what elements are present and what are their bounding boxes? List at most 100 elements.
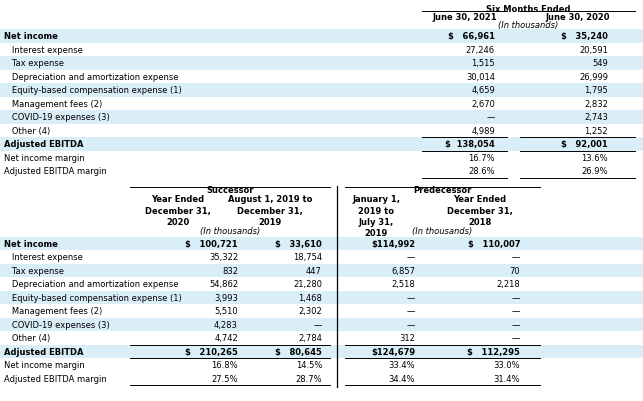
Text: 2,302: 2,302 (298, 306, 322, 316)
Text: 70: 70 (509, 266, 520, 275)
Text: Successor: Successor (206, 186, 254, 195)
Text: 312: 312 (399, 333, 415, 342)
Text: Adjusted EBITDA: Adjusted EBITDA (4, 347, 84, 356)
Bar (0, 138, 643, 151)
Text: 28.6%: 28.6% (468, 167, 495, 176)
Text: 28.7%: 28.7% (295, 374, 322, 383)
Bar (0, 344, 643, 358)
Text: —: — (512, 320, 520, 329)
Text: 35,322: 35,322 (209, 253, 238, 261)
Bar (0, 30, 643, 43)
Text: 1,468: 1,468 (298, 293, 322, 302)
Text: August 1, 2019 to
December 31,
2019: August 1, 2019 to December 31, 2019 (228, 195, 312, 226)
Text: 3,993: 3,993 (214, 293, 238, 302)
Text: $   33,610: $ 33,610 (275, 239, 322, 248)
Text: 30,014: 30,014 (466, 73, 495, 81)
Text: Management fees (2): Management fees (2) (4, 99, 102, 109)
Text: 2,743: 2,743 (584, 113, 608, 122)
Text: $  138,054: $ 138,054 (445, 140, 495, 149)
Text: 1,515: 1,515 (471, 59, 495, 68)
Text: 26,999: 26,999 (579, 73, 608, 81)
Text: —: — (314, 320, 322, 329)
Text: 20,591: 20,591 (579, 46, 608, 55)
Text: —: — (512, 253, 520, 261)
Bar (0, 237, 643, 250)
Text: Net income margin: Net income margin (4, 153, 85, 162)
Text: 14.5%: 14.5% (296, 360, 322, 369)
Text: Equity-based compensation expense (1): Equity-based compensation expense (1) (4, 86, 182, 95)
Text: Equity-based compensation expense (1): Equity-based compensation expense (1) (4, 293, 182, 302)
Text: 31.4%: 31.4% (493, 374, 520, 383)
Text: Year Ended
December 31,
2018: Year Ended December 31, 2018 (447, 195, 513, 226)
Text: $114,992: $114,992 (371, 239, 415, 248)
Text: Six Months Ended: Six Months Ended (486, 5, 571, 14)
Text: 1,252: 1,252 (584, 126, 608, 136)
Text: 33.0%: 33.0% (493, 360, 520, 369)
Text: $   112,295: $ 112,295 (467, 347, 520, 356)
Text: 832: 832 (222, 266, 238, 275)
Text: —: — (512, 306, 520, 316)
Text: June 30, 2020: June 30, 2020 (545, 13, 610, 22)
Text: —: — (406, 320, 415, 329)
Text: 27,246: 27,246 (466, 46, 495, 55)
Text: Net income: Net income (4, 239, 58, 248)
Text: Depreciation and amortization expense: Depreciation and amortization expense (4, 73, 179, 81)
Text: —: — (512, 293, 520, 302)
Bar (0, 84, 643, 97)
Text: —: — (406, 253, 415, 261)
Text: 4,659: 4,659 (471, 86, 495, 95)
Text: 1,795: 1,795 (584, 86, 608, 95)
Text: $   66,961: $ 66,961 (448, 32, 495, 41)
Text: $   210,265: $ 210,265 (185, 347, 238, 356)
Text: Management fees (2): Management fees (2) (4, 306, 102, 316)
Text: (In thousands): (In thousands) (412, 227, 473, 236)
Text: 13.6%: 13.6% (581, 153, 608, 162)
Text: 447: 447 (306, 266, 322, 275)
Text: Adjusted EBITDA margin: Adjusted EBITDA margin (4, 167, 107, 176)
Bar (0, 264, 643, 277)
Text: $124,679: $124,679 (371, 347, 415, 356)
Text: (In thousands): (In thousands) (200, 227, 260, 236)
Text: Year Ended
December 31,
2020: Year Ended December 31, 2020 (145, 195, 211, 226)
Text: 549: 549 (592, 59, 608, 68)
Text: $   35,240: $ 35,240 (561, 32, 608, 41)
Text: Net income margin: Net income margin (4, 360, 85, 369)
Text: COVID-19 expenses (3): COVID-19 expenses (3) (4, 113, 110, 122)
Text: 34.4%: 34.4% (388, 374, 415, 383)
Text: $   80,645: $ 80,645 (275, 347, 322, 356)
Text: Interest expense: Interest expense (4, 46, 83, 55)
Text: 54,862: 54,862 (209, 279, 238, 289)
Text: (In thousands): (In thousands) (498, 21, 559, 30)
Bar (0, 291, 643, 304)
Text: $   92,001: $ 92,001 (561, 140, 608, 149)
Text: 4,742: 4,742 (214, 333, 238, 342)
Text: Interest expense: Interest expense (4, 253, 83, 261)
Text: 2,784: 2,784 (298, 333, 322, 342)
Text: 2,518: 2,518 (391, 279, 415, 289)
Bar (0, 111, 643, 124)
Text: COVID-19 expenses (3): COVID-19 expenses (3) (4, 320, 110, 329)
Text: 5,510: 5,510 (214, 306, 238, 316)
Text: $   110,007: $ 110,007 (467, 239, 520, 248)
Text: Other (4): Other (4) (4, 126, 50, 136)
Text: —: — (487, 113, 495, 122)
Text: 26.9%: 26.9% (581, 167, 608, 176)
Text: Adjusted EBITDA: Adjusted EBITDA (4, 140, 84, 149)
Text: Tax expense: Tax expense (4, 266, 64, 275)
Text: 16.8%: 16.8% (212, 360, 238, 369)
Text: —: — (406, 293, 415, 302)
Text: 2,670: 2,670 (471, 99, 495, 109)
Text: 4,989: 4,989 (471, 126, 495, 136)
Text: Adjusted EBITDA margin: Adjusted EBITDA margin (4, 374, 107, 383)
Text: —: — (406, 306, 415, 316)
Text: Tax expense: Tax expense (4, 59, 64, 68)
Text: 21,280: 21,280 (293, 279, 322, 289)
Text: 2,832: 2,832 (584, 99, 608, 109)
Text: $   100,721: $ 100,721 (185, 239, 238, 248)
Text: June 30, 2021: June 30, 2021 (432, 13, 497, 22)
Text: 2,218: 2,218 (496, 279, 520, 289)
Text: —: — (512, 333, 520, 342)
Text: January 1,
2019 to
July 31,
2019: January 1, 2019 to July 31, 2019 (352, 195, 400, 237)
Text: Other (4): Other (4) (4, 333, 50, 342)
Text: 16.7%: 16.7% (468, 153, 495, 162)
